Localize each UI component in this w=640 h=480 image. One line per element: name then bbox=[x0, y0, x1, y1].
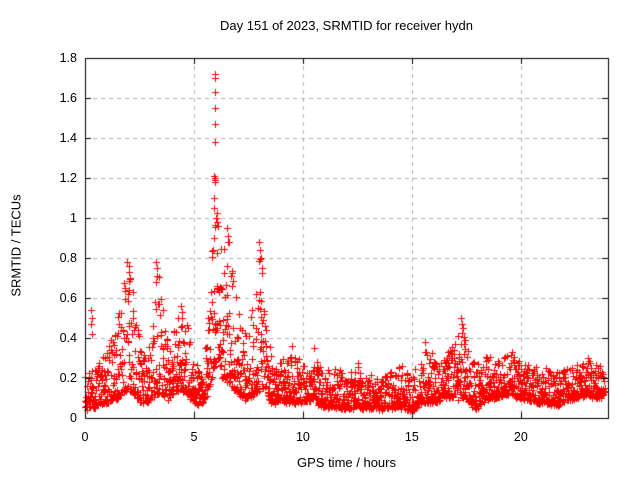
y-tick-label: 1.4 bbox=[59, 131, 77, 145]
y-tick-label: 0.8 bbox=[59, 251, 77, 265]
chart-title: Day 151 of 2023, SRMTID for receiver hyd… bbox=[220, 18, 473, 33]
y-tick-label: 0.4 bbox=[59, 331, 77, 345]
x-tick-label: 10 bbox=[295, 430, 310, 444]
y-tick-label: 0.6 bbox=[59, 291, 77, 305]
y-tick-label: 1.6 bbox=[59, 91, 77, 105]
y-tick-label: 1.2 bbox=[59, 171, 77, 185]
x-tick-label: 5 bbox=[190, 430, 198, 444]
y-axis-label: SRMTID / TECUs bbox=[8, 194, 24, 297]
y-tick-label: 1 bbox=[70, 211, 77, 225]
x-tick-label: 15 bbox=[404, 430, 419, 444]
x-axis-label: GPS time / hours bbox=[297, 455, 396, 470]
y-tick-label: 1.8 bbox=[59, 51, 77, 65]
x-tick-label: 20 bbox=[513, 430, 528, 444]
y-tick-label: 0 bbox=[70, 411, 77, 425]
x-tick-label: 0 bbox=[81, 430, 89, 444]
y-tick-label: 0.2 bbox=[59, 371, 77, 385]
